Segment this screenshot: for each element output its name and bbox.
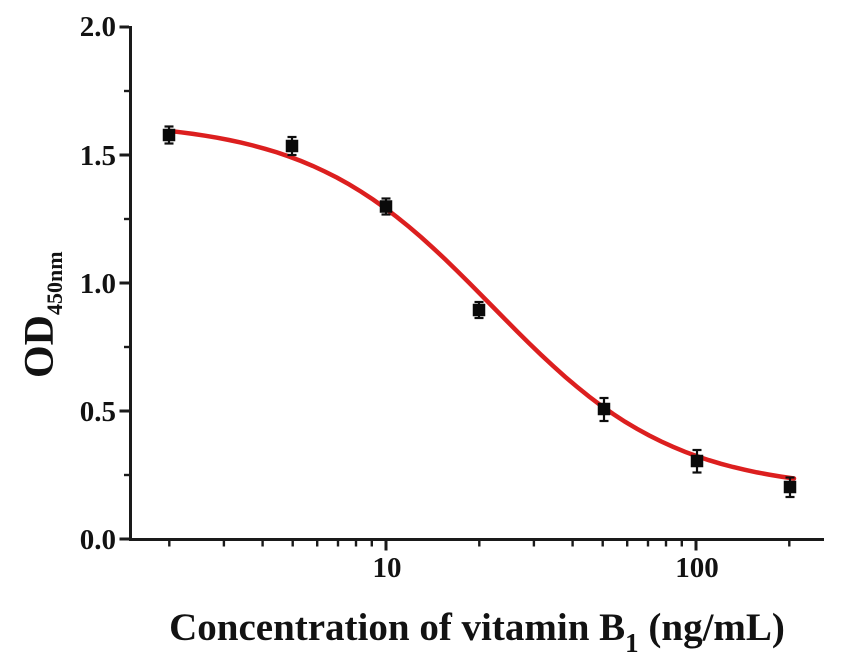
svg-text:Concentration of vitamin B1 (n: Concentration of vitamin B1 (ng/mL) xyxy=(169,606,785,658)
svg-text:100: 100 xyxy=(675,552,719,584)
svg-text:OD450nm: OD450nm xyxy=(17,251,67,378)
svg-text:10: 10 xyxy=(373,552,402,584)
svg-text:1.0: 1.0 xyxy=(80,268,116,300)
svg-text:2.0: 2.0 xyxy=(80,11,116,43)
svg-text:0.5: 0.5 xyxy=(80,396,116,428)
svg-text:1.5: 1.5 xyxy=(80,140,116,172)
svg-text:0.0: 0.0 xyxy=(80,524,116,556)
